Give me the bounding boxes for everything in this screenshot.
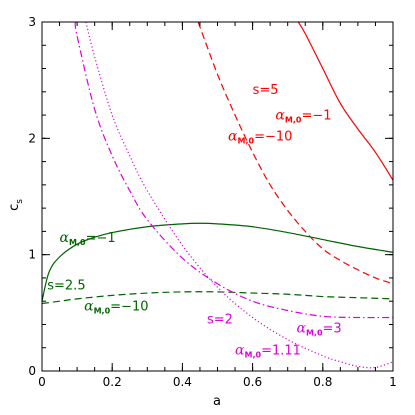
annotation-s2: s=2 [207, 312, 233, 327]
annotation-value: =1.11 [261, 344, 301, 359]
annotation-s5: s=5 [253, 83, 279, 98]
x-tick-label: 1 [389, 375, 397, 389]
x-tick-label: 0.2 [103, 375, 122, 389]
series-magenta-dotted [86, 22, 393, 368]
y-tick-label: 1 [28, 248, 36, 262]
annotation-subscript: M,0 [237, 137, 254, 146]
annotation-green-alpha-10: αM,0=−10 [84, 299, 148, 316]
annotation-green-alpha-1: αM,0=−1 [60, 230, 116, 247]
x-tick-label: 0.4 [173, 375, 192, 389]
series-red-solid [298, 22, 393, 180]
series-magenta-dashdot [75, 22, 393, 318]
y-axis-title-main: c [7, 204, 22, 211]
annotation-subscript: M,0 [94, 307, 111, 316]
annotation-subscript: M,0 [285, 116, 302, 125]
x-tick-label: 0 [38, 375, 46, 389]
annotation-subscript: M,0 [306, 329, 323, 338]
annotation-layer: s=5 αM,0=−1 αM,0=−10 αM,0=−1 s=2.5 αM,0=−10 s=… [47, 83, 341, 360]
x-tick-label: 0.6 [243, 375, 262, 389]
y-axis-title: cs [7, 199, 25, 211]
x-tick-label: 0.8 [313, 375, 332, 389]
annotation-magenta-alpha3: αM,0=3 [296, 321, 341, 338]
x-axis-title: a [213, 394, 221, 409]
y-axis-title-sub: s [15, 199, 25, 204]
annotation-subscript: M,0 [69, 238, 86, 247]
annotation-value: =−1 [86, 231, 116, 246]
annotation-value: =−1 [301, 109, 331, 124]
annotation-red-alpha-1: αM,0=−1 [275, 108, 331, 125]
y-tick-label: 2 [28, 131, 36, 145]
annotation-value: =3 [323, 322, 342, 337]
series-red-dashed [198, 22, 393, 284]
annotation-subscript: M,0 [245, 351, 262, 360]
annotation-s25: s=2.5 [47, 279, 85, 294]
series-green-dashed [42, 292, 393, 304]
annotation-value: =−10 [110, 300, 148, 315]
annotation-value: =−10 [254, 130, 292, 145]
annotation-magenta-alpha111: αM,0=1.11 [235, 343, 301, 360]
annotation-red-alpha-10: αM,0=−10 [228, 129, 292, 146]
y-tick-label: 0 [28, 364, 36, 378]
y-tick-label: 3 [28, 15, 36, 29]
